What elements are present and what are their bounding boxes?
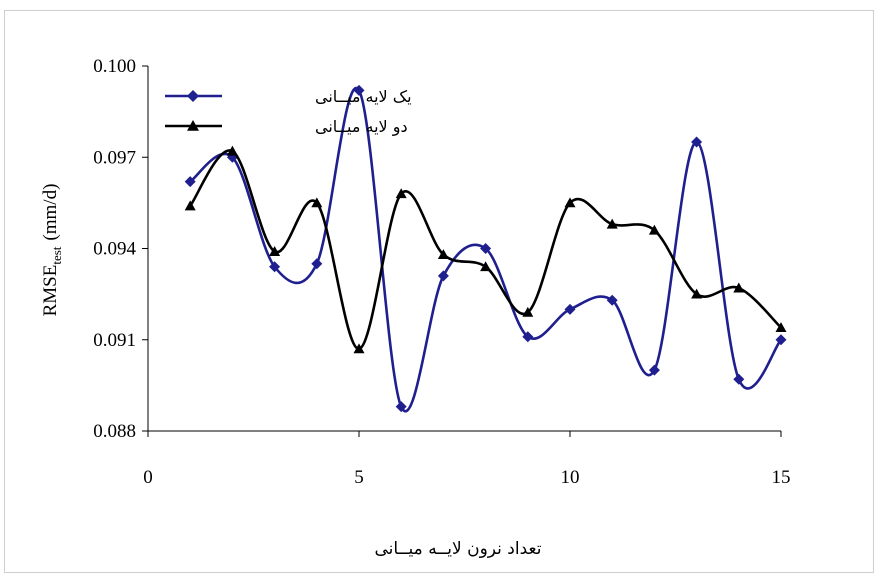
data-point (311, 258, 323, 270)
series-2 (184, 145, 787, 354)
y-axis-title-unit: (mm/d) (40, 184, 61, 241)
legend-label: دو لایه میــانی (315, 117, 408, 137)
data-point (311, 197, 323, 208)
y-tick-label: 0.094 (93, 239, 136, 260)
data-point (480, 261, 492, 272)
data-point (648, 364, 660, 376)
data-point (395, 401, 407, 413)
data-point (269, 261, 281, 273)
data-point (691, 288, 703, 299)
data-point (648, 224, 660, 235)
data-point (269, 246, 281, 256)
data-point (606, 218, 618, 229)
series-1 (184, 84, 787, 413)
data-point (775, 322, 787, 332)
data-point (353, 84, 365, 96)
series-layer (184, 84, 787, 413)
x-tick-label: 5 (354, 467, 364, 488)
data-point (437, 249, 449, 259)
series-line (189, 86, 783, 413)
x-axis-title: تعداد نرون لایــه میــانی (375, 539, 542, 559)
data-point (522, 306, 534, 317)
legend-label: یک لایه میــانی (315, 87, 412, 106)
data-point (395, 188, 407, 199)
y-tick-label: 0.088 (93, 421, 136, 442)
data-point (564, 197, 576, 208)
y-axis-title: RMSEtest (mm/d) (40, 184, 64, 317)
legend-marker (187, 90, 199, 102)
data-point (606, 294, 618, 306)
x-tick-label: 10 (561, 467, 580, 488)
data-point (437, 270, 449, 282)
x-tick-label: 15 (772, 467, 791, 488)
axes: 0.088 0.091 0.094 0.097 0.100 0 5 10 15 (93, 56, 790, 488)
data-point (733, 373, 745, 385)
legend: یک لایه میــانی دو لایه میــانی (165, 87, 412, 137)
y-tick-label: 0.091 (93, 330, 136, 351)
data-point (691, 136, 703, 148)
y-tick-label: 0.100 (93, 56, 136, 77)
data-point (522, 331, 534, 343)
data-point (564, 303, 576, 315)
data-point (733, 282, 745, 293)
y-axis-title-main: RMSE (40, 265, 61, 317)
data-point (353, 343, 365, 354)
series-line (189, 149, 782, 351)
y-tick-label: 0.097 (93, 147, 136, 168)
data-point (775, 334, 787, 346)
legend-marker (187, 120, 199, 131)
x-tick-label: 0 (143, 467, 153, 488)
data-point (184, 176, 196, 188)
data-point (184, 200, 196, 211)
data-point (480, 243, 492, 254)
data-point (226, 145, 238, 156)
y-axis-title-sub: test (49, 246, 64, 264)
